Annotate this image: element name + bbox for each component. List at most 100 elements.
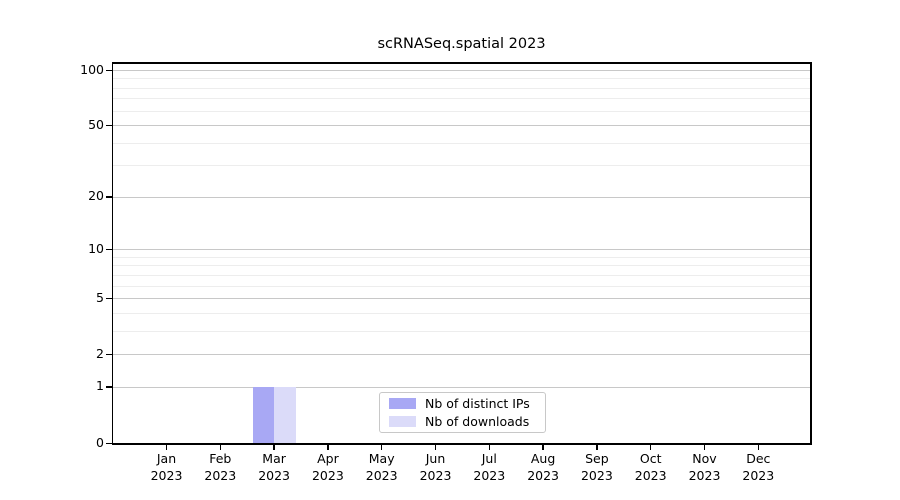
- minor-gridline: [113, 256, 810, 258]
- x-tick-mark: [649, 444, 652, 450]
- legend-swatch-distinct-ips: [389, 398, 416, 409]
- x-tick-year: 2023: [527, 468, 559, 483]
- x-tick-month: Jan: [156, 451, 177, 466]
- x-tick-label: Apr 2023: [300, 450, 356, 484]
- y-tick-mark: [106, 353, 112, 356]
- x-tick-year: 2023: [150, 468, 183, 483]
- x-tick-month: Nov: [692, 451, 717, 466]
- x-tick-month: Mar: [262, 451, 286, 466]
- y-tick-label: 2: [96, 345, 104, 361]
- y-tick-label: 0: [96, 434, 104, 450]
- right-spine: [810, 62, 812, 445]
- legend-label-distinct-ips: Nb of distinct IPs: [425, 396, 530, 411]
- y-tick-label: 10: [88, 240, 104, 256]
- minor-gridline: [113, 142, 810, 144]
- y-tick-mark: [106, 124, 112, 127]
- x-tick-year: 2023: [580, 468, 613, 483]
- x-tick-label: Jul 2023: [461, 450, 517, 484]
- legend-label-downloads: Nb of downloads: [425, 414, 530, 429]
- x-tick-year: 2023: [473, 468, 506, 483]
- legend: Nb of distinct IPs Nb of downloads: [379, 392, 546, 433]
- bar-nb-of-distinct-ips: [252, 386, 275, 443]
- minor-gridline: [113, 285, 810, 287]
- y-tick-mark: [106, 248, 112, 251]
- legend-swatch-downloads: [389, 416, 416, 427]
- x-tick-label: Mar 2023: [246, 450, 302, 484]
- x-tick-label: Oct 2023: [623, 450, 679, 484]
- x-tick-year: 2023: [258, 468, 290, 483]
- x-tick-month: Apr: [317, 451, 339, 466]
- x-tick-year: 2023: [204, 468, 237, 483]
- x-tick-month: Dec: [746, 451, 771, 466]
- y-tick-label: 100: [80, 61, 104, 77]
- minor-gridline: [113, 265, 810, 267]
- x-tick-mark: [596, 444, 598, 450]
- x-tick-month: May: [368, 451, 395, 466]
- y-tick-mark: [106, 297, 112, 300]
- y-tick-mark: [106, 69, 112, 71]
- y-tick-mark: [106, 386, 112, 388]
- bar-nb-of-downloads: [274, 386, 296, 443]
- x-tick-label: Nov 2023: [677, 450, 733, 484]
- y-tick-label: 1: [96, 378, 104, 394]
- y-tick-mark: [106, 196, 112, 198]
- x-tick-month: Aug: [530, 451, 556, 466]
- y-axis-spine: [111, 62, 113, 445]
- major-gridline: [113, 298, 810, 300]
- x-tick-label: Jun 2023: [408, 450, 464, 484]
- x-tick-month: Feb: [209, 451, 232, 466]
- minor-gridline: [113, 312, 810, 314]
- x-tick-mark: [542, 444, 544, 450]
- y-tick-mark: [106, 442, 112, 444]
- top-spine: [111, 62, 812, 64]
- x-tick-label: Feb 2023: [192, 450, 248, 484]
- legend-item-distinct-ips: Nb of distinct IPs: [389, 396, 545, 411]
- minor-gridline: [113, 98, 810, 100]
- x-tick-label: Jan 2023: [139, 450, 195, 484]
- x-tick-mark: [757, 444, 760, 450]
- major-gridline: [113, 249, 810, 251]
- minor-gridline: [113, 330, 810, 332]
- x-tick-year: 2023: [311, 468, 344, 483]
- chart-title: scRNASeq.spatial 2023: [377, 36, 546, 52]
- major-gridline: [113, 125, 810, 127]
- x-tick-month: Oct: [639, 451, 662, 466]
- y-tick-label: 5: [96, 289, 104, 305]
- y-tick-label: 50: [88, 116, 104, 132]
- minor-gridline: [113, 165, 810, 167]
- minor-gridline: [113, 274, 810, 276]
- x-tick-label: Dec 2023: [730, 450, 786, 484]
- y-tick-label: 20: [88, 188, 104, 204]
- x-tick-month: Jun: [425, 451, 446, 466]
- major-gridline: [113, 386, 810, 388]
- x-tick-label: Aug 2023: [515, 450, 571, 484]
- minor-gridline: [113, 110, 810, 112]
- x-tick-year: 2023: [365, 468, 398, 483]
- major-gridline: [113, 196, 810, 198]
- major-gridline: [113, 354, 810, 356]
- x-tick-mark: [380, 444, 383, 450]
- x-tick-mark: [219, 444, 222, 450]
- minor-gridline: [113, 78, 810, 80]
- x-tick-year: 2023: [688, 468, 721, 483]
- x-tick-label: May 2023: [354, 450, 410, 484]
- x-tick-label: Sep 2023: [569, 450, 625, 484]
- x-tick-year: 2023: [634, 468, 667, 483]
- x-tick-mark: [434, 444, 437, 450]
- minor-gridline: [113, 87, 810, 89]
- x-axis-spine: [111, 443, 812, 445]
- x-tick-month: Sep: [585, 451, 609, 466]
- x-tick-mark: [327, 444, 329, 450]
- x-tick-mark: [703, 444, 706, 450]
- x-tick-year: 2023: [419, 468, 452, 483]
- x-tick-month: Jul: [481, 451, 497, 466]
- legend-item-downloads: Nb of downloads: [389, 414, 545, 429]
- x-tick-mark: [273, 444, 275, 450]
- x-tick-mark: [488, 444, 491, 450]
- x-tick-mark: [165, 444, 168, 450]
